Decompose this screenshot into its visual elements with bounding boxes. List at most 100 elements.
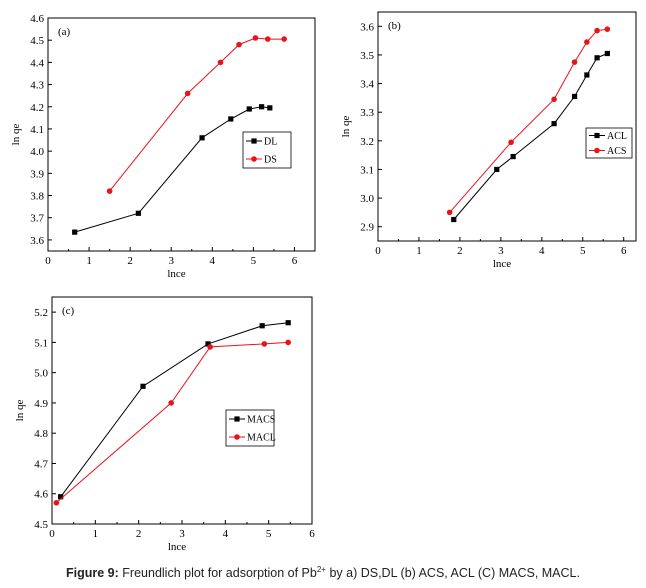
caption-prefix: Figure 9: [66,566,119,581]
x-axis-label: lnce [167,268,185,280]
x-tick-label: 4 [539,245,545,257]
legend-label-macs: MACS [247,415,275,426]
x-tick-label: 4 [210,255,216,267]
data-point-macl [261,341,268,347]
data-point-dl [199,135,205,141]
y-tick-label: 4.5 [30,35,44,47]
data-point-acl [594,55,600,61]
y-tick-label: 3.9 [30,168,44,180]
data-point-dl [72,229,78,235]
x-tick-label: 3 [179,528,185,540]
legend-label-ds: DS [264,155,277,166]
data-point-acs [571,59,578,65]
legend-label-acs: ACS [607,146,626,157]
y-axis-label: ln qe [14,400,26,422]
series-line-acl [453,53,608,220]
x-axis-label: lnce [493,258,511,270]
x-tick-label: 3 [168,255,174,267]
x-tick-label: 5 [251,255,257,267]
data-point-acl [510,153,516,160]
y-tick-label: 2.9 [360,222,374,234]
x-tick-label: 6 [292,255,298,267]
y-tick-label: 4.1 [30,124,44,136]
data-point-macl [207,344,213,350]
y-tick-label: 4.6 [30,13,44,25]
y-tick-label: 3.6 [360,21,374,33]
data-point-macl [285,339,291,346]
x-tick-label: 0 [45,255,51,267]
legend-marker [234,434,240,440]
series-acl [451,50,610,223]
data-point-acs [594,27,600,34]
y-tick-label: 4.3 [30,80,44,92]
data-point-acl [551,121,557,127]
y-tick-label: 4.7 [34,458,48,470]
data-point-dl [228,116,234,122]
data-point-ds [106,188,113,194]
y-tick-label: 5.0 [34,368,48,380]
data-point-ds [217,59,224,66]
y-tick-label: 3.2 [360,136,374,148]
y-tick-label: 3.7 [30,213,44,225]
y-tick-label: 3.1 [360,164,374,176]
x-tick-label: 3 [498,245,504,257]
x-tick-label: 5 [266,528,272,540]
data-point-macs [58,494,64,500]
data-point-acs [551,96,557,103]
x-tick-label: 2 [457,245,463,257]
series-line-dl [74,106,270,233]
legend-label-macl: MACL [247,433,276,444]
panel-label: (c) [62,305,75,317]
data-point-dl [259,104,265,110]
y-tick-label: 5.1 [34,337,48,349]
series-acs [446,26,611,216]
y-tick-label: 3.5 [360,50,374,62]
data-point-macs [285,320,291,326]
y-axis-label: ln qe [340,116,352,138]
y-tick-label: 4.4 [30,57,44,69]
legend-box [225,409,275,447]
y-tick-label: 4.9 [34,398,48,410]
x-tick-label: 4 [223,528,229,540]
legend-marker [594,132,600,139]
data-point-dl [267,105,273,111]
panel-a: 0 1 2 3 4 5 6 3.6 3.7 3.8 3.9 4.0 4.1 4.2 4.3 4.4 4.5 4.6… [10,13,316,280]
series-dl [72,104,273,235]
data-point-ds [236,41,242,48]
y-tick-label: 4.0 [30,146,44,158]
data-point-macs [140,383,146,389]
x-axis-label: lnce [168,541,186,553]
y-tick-label: 5.2 [34,307,48,319]
panel-label: (b) [388,20,401,32]
data-point-acl [451,216,457,223]
x-tick-label: 6 [621,245,627,257]
series-macl [53,339,291,506]
data-point-dl [135,210,141,216]
legend: ACL ACS [585,127,633,159]
legend-box [585,127,633,159]
data-point-acl [584,72,590,78]
data-point-acs [508,139,514,146]
y-tick-label: 4.6 [34,489,48,501]
legend-marker [251,138,257,144]
series-ds [106,35,287,194]
data-point-macs [259,323,265,329]
plot-frame [47,17,316,252]
legend-box [242,131,292,169]
data-point-acl [494,166,500,173]
x-tick-label: 2 [136,528,142,540]
x-tick-label: 1 [86,255,92,267]
data-point-acs [446,209,453,216]
panel-c: 0 1 2 3 4 5 6 4.5 4.6 4.7 4.8 4.9 5.0 5.1 5.2 lnce ln qe… [14,296,315,553]
x-tick-label: 1 [93,528,99,540]
legend-marker [251,156,257,162]
caption-superscript: 2+ [316,565,326,574]
data-point-acl [571,93,578,100]
caption-text-end: by a) DS,DL (b) ACS, ACL (C) MACS, MACL. [325,566,580,581]
data-point-ds [184,90,191,97]
legend: DL DS [242,131,292,169]
series-line-acs [449,28,608,213]
data-point-acl [604,50,610,57]
legend-label-acl: ACL [607,131,627,142]
